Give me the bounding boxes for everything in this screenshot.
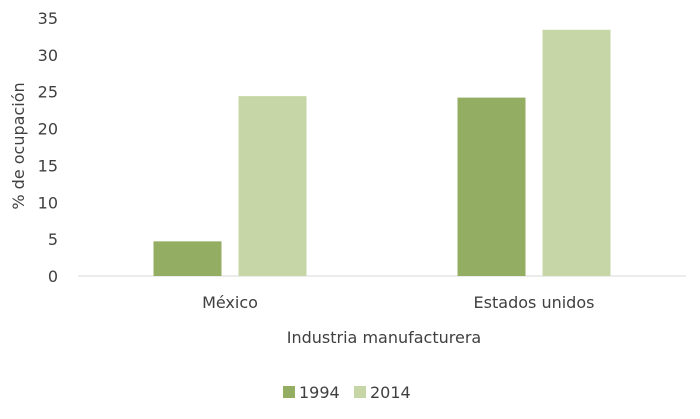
y-axis-title: % de ocupación xyxy=(9,82,28,209)
x-axis-title: Industria manufacturera xyxy=(287,328,481,347)
y-tick-label: 20 xyxy=(38,120,58,139)
legend-swatch-2014 xyxy=(354,386,366,398)
y-tick-label: 5 xyxy=(48,230,58,249)
x-tick-label: Estados unidos xyxy=(474,293,595,312)
y-tick-label: 0 xyxy=(48,267,58,286)
legend-swatch-1994 xyxy=(283,386,295,398)
legend-label: 2014 xyxy=(370,383,411,402)
y-tick-label: 30 xyxy=(38,46,58,65)
bar-1994 xyxy=(153,241,222,276)
y-tick-label: 35 xyxy=(38,9,58,28)
y-tick-label: 15 xyxy=(38,156,58,175)
bars xyxy=(153,29,611,277)
legend: 1994 2014 xyxy=(283,383,411,402)
x-axis-ticks: México Estados unidos xyxy=(202,293,594,312)
x-tick-label: México xyxy=(202,293,258,312)
bar-1994 xyxy=(457,97,526,277)
bar-2014 xyxy=(542,29,611,277)
y-tick-label: 10 xyxy=(38,193,58,212)
legend-label: 1994 xyxy=(299,383,340,402)
y-axis-ticks: 0 5 10 15 20 25 30 35 xyxy=(38,9,58,286)
y-tick-label: 25 xyxy=(38,83,58,102)
bar-2014 xyxy=(238,96,307,276)
